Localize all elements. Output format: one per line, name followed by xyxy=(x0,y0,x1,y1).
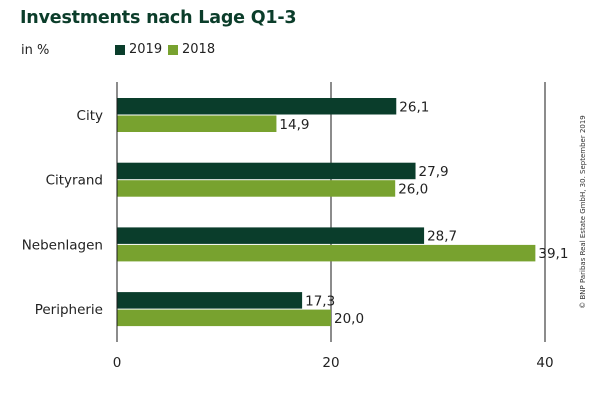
unit-label: in % xyxy=(21,43,50,58)
category-label-city: City xyxy=(77,108,103,124)
bar-nebenlagen-2019 xyxy=(117,227,425,244)
data-label-nebenlagen-2018: 39,1 xyxy=(538,246,568,262)
legend-label-2019: 2019 xyxy=(129,42,163,57)
legend-swatch-2018 xyxy=(168,44,178,55)
copyright-text: © BNP Paribas Real Estate GmbH, 30. Sept… xyxy=(579,115,587,309)
legend-item-2018: 2018 xyxy=(168,42,215,57)
data-label-peripherie-2018: 20,0 xyxy=(334,311,364,327)
category-label-cityrand: Cityrand xyxy=(46,173,103,189)
bar-peripherie-2018 xyxy=(117,309,331,327)
data-label-cityrand-2018: 26,0 xyxy=(398,181,428,197)
legend-swatch-2019 xyxy=(115,44,125,55)
data-label-nebenlagen-2019: 28,7 xyxy=(427,229,457,245)
bar-city-2019 xyxy=(117,98,397,115)
legend-item-2019: 2019 xyxy=(115,42,162,57)
chart-title: Investments nach Lage Q1-3 xyxy=(20,8,297,28)
x-tick-label-20: 20 xyxy=(322,355,339,371)
bar-nebenlagen-2018 xyxy=(117,244,536,262)
bar-cityrand-2019 xyxy=(117,162,416,180)
bar-peripherie-2019 xyxy=(117,292,303,309)
bar-city-2018 xyxy=(117,115,277,132)
data-label-city-2018: 14,9 xyxy=(279,117,309,133)
data-label-cityrand-2019: 27,9 xyxy=(419,164,449,180)
legend-label-2018: 2018 xyxy=(182,42,216,57)
x-tick-label-40: 40 xyxy=(536,355,553,371)
category-label-nebenlagen: Nebenlagen xyxy=(22,237,103,253)
data-label-city-2019: 26,1 xyxy=(399,99,429,115)
category-label-peripherie: Peripherie xyxy=(35,302,103,318)
bar-cityrand-2018 xyxy=(117,180,396,197)
data-label-peripherie-2019: 17,3 xyxy=(305,293,335,309)
x-tick-label-0: 0 xyxy=(113,355,122,371)
